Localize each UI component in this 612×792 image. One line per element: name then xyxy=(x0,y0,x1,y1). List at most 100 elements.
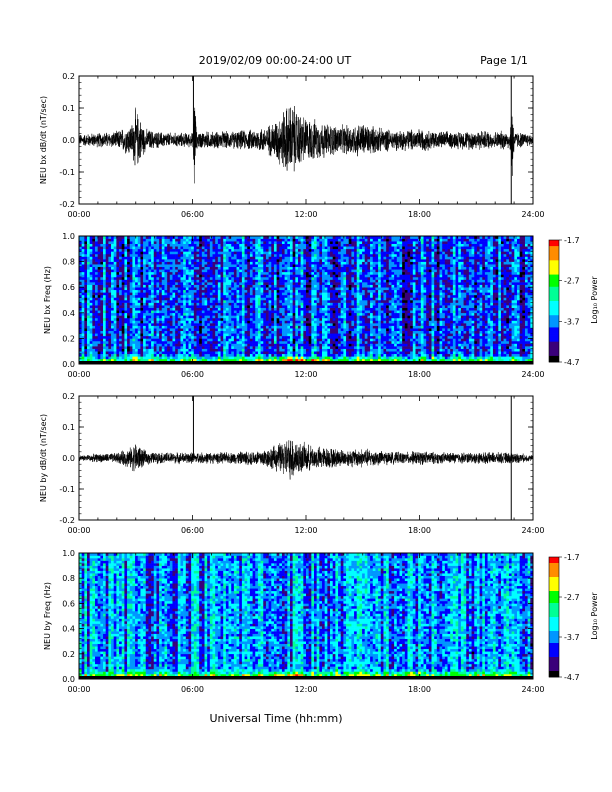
spectrogram-cell xyxy=(129,238,133,242)
spectrogram-cell xyxy=(113,305,117,308)
spectrogram-cell xyxy=(113,287,117,291)
spectrogram-cell xyxy=(164,325,168,329)
spectrogram-cell xyxy=(156,253,160,257)
spectrogram-cell xyxy=(209,292,213,296)
spectrogram-cell xyxy=(129,323,133,326)
spectrogram-cell xyxy=(233,358,237,362)
spectrogram-cell xyxy=(193,333,197,337)
spectrogram-cell xyxy=(292,358,296,362)
spectrogram-cell xyxy=(188,340,192,344)
spectrogram-cell xyxy=(201,246,205,250)
spectrogram-cell xyxy=(212,323,216,326)
spectrogram-cell xyxy=(87,312,90,316)
spectrogram-cell xyxy=(140,269,144,273)
spectrogram-cell xyxy=(257,248,261,252)
spectrogram-cell xyxy=(172,292,176,296)
spectrogram-cell xyxy=(81,248,85,252)
spectrogram-cell xyxy=(308,287,312,291)
spectrogram-cell xyxy=(116,315,120,319)
spectrogram-cell xyxy=(177,302,181,306)
spectrogram-cell xyxy=(244,358,248,362)
spectrogram-cell xyxy=(247,282,251,285)
spectrogram-cell xyxy=(207,251,211,255)
spectrogram-cell xyxy=(204,284,208,288)
spectrogram-cell xyxy=(148,305,152,308)
spectrogram-cell xyxy=(164,335,168,339)
spectrogram-cell xyxy=(335,259,339,262)
spectrogram-cell xyxy=(180,300,184,303)
spectrogram-cell xyxy=(156,287,160,291)
spectrogram-cell xyxy=(263,300,267,303)
spectrogram-cell xyxy=(103,343,107,347)
spectrogram-cell xyxy=(153,307,157,311)
spectrogram-cell xyxy=(103,259,107,262)
spectrogram-cell xyxy=(177,282,181,285)
spectrogram-cell xyxy=(156,284,160,288)
spectrogram-cell xyxy=(303,253,307,257)
spectrogram-cell xyxy=(268,274,272,278)
spectrogram-cell xyxy=(185,241,189,244)
spectrogram-cell xyxy=(303,256,307,260)
spectrogram-cell xyxy=(137,338,141,342)
spectrogram-cell xyxy=(145,305,149,308)
spectrogram-cell xyxy=(289,340,293,344)
spectrogram-cell xyxy=(204,335,208,339)
spectrogram-cell xyxy=(148,346,152,349)
spectrogram-cell xyxy=(273,356,277,360)
spectrogram-cell xyxy=(95,276,98,280)
spectrogram-cell xyxy=(217,302,221,306)
spectrogram-cell xyxy=(324,307,328,311)
spectrogram-cell xyxy=(129,302,133,306)
bx-spectrogram-panel: 0.00.20.40.60.81.0 00:00 06:00 12:00 18:00 2… xyxy=(43,232,599,379)
spectrogram-cell xyxy=(143,325,147,329)
spectrogram-cell xyxy=(249,325,253,329)
spectrogram-cell xyxy=(161,251,165,255)
spectrogram-cell xyxy=(204,340,208,344)
spectrogram-cell xyxy=(161,315,165,319)
spectrogram-cell xyxy=(265,353,269,357)
spectrogram-cell xyxy=(201,320,205,324)
spectrogram-cell xyxy=(268,246,272,250)
spectrogram-cell xyxy=(153,353,157,357)
spectrogram-cell xyxy=(92,282,96,285)
spectrogram-cell xyxy=(201,340,205,344)
spectrogram-cell xyxy=(81,315,85,319)
spectrogram-cell xyxy=(151,310,155,314)
spectrogram-cell xyxy=(143,287,147,291)
spectrogram-cell xyxy=(306,323,309,326)
spectrogram-cell xyxy=(247,328,251,332)
spectrogram-cell xyxy=(276,294,280,298)
spectrogram-cell xyxy=(308,289,312,293)
spectrogram-cell xyxy=(239,315,243,319)
spectrogram-cell xyxy=(100,289,104,293)
spectrogram-cell xyxy=(127,305,131,308)
spectrogram-cell xyxy=(180,330,184,334)
spectrogram-cell xyxy=(188,307,192,311)
spectrogram-cell xyxy=(335,335,339,339)
spectrogram-cell xyxy=(289,338,293,342)
spectrogram-cell xyxy=(257,236,261,239)
spectrogram-cell xyxy=(132,259,136,262)
spectrogram-cell xyxy=(196,343,200,347)
spectrogram-cell xyxy=(225,305,229,308)
spectrogram-cell xyxy=(324,266,328,270)
spectrogram-cell xyxy=(207,287,211,291)
spectrogram-cell xyxy=(268,325,272,329)
spectrogram-cell xyxy=(239,246,243,250)
spectrogram-cell xyxy=(105,284,109,288)
spectrogram-cell xyxy=(84,323,88,326)
spectrogram-cell xyxy=(100,279,104,283)
spectrogram-cell xyxy=(289,346,293,349)
spectrogram-cell xyxy=(268,264,272,268)
spectrogram-cell xyxy=(231,300,235,303)
spectrogram-cell xyxy=(148,300,152,303)
spectrogram-cell xyxy=(236,266,240,270)
spectrogram-cell xyxy=(295,348,299,352)
spectrogram-cell xyxy=(297,276,301,280)
spectrogram-cell xyxy=(228,340,232,344)
spectrogram-cell xyxy=(95,248,98,252)
spectrogram-cell xyxy=(140,274,144,278)
spectrogram-cell xyxy=(255,279,259,283)
spectrogram-cell xyxy=(89,297,93,301)
spectrogram-cell xyxy=(300,292,304,296)
